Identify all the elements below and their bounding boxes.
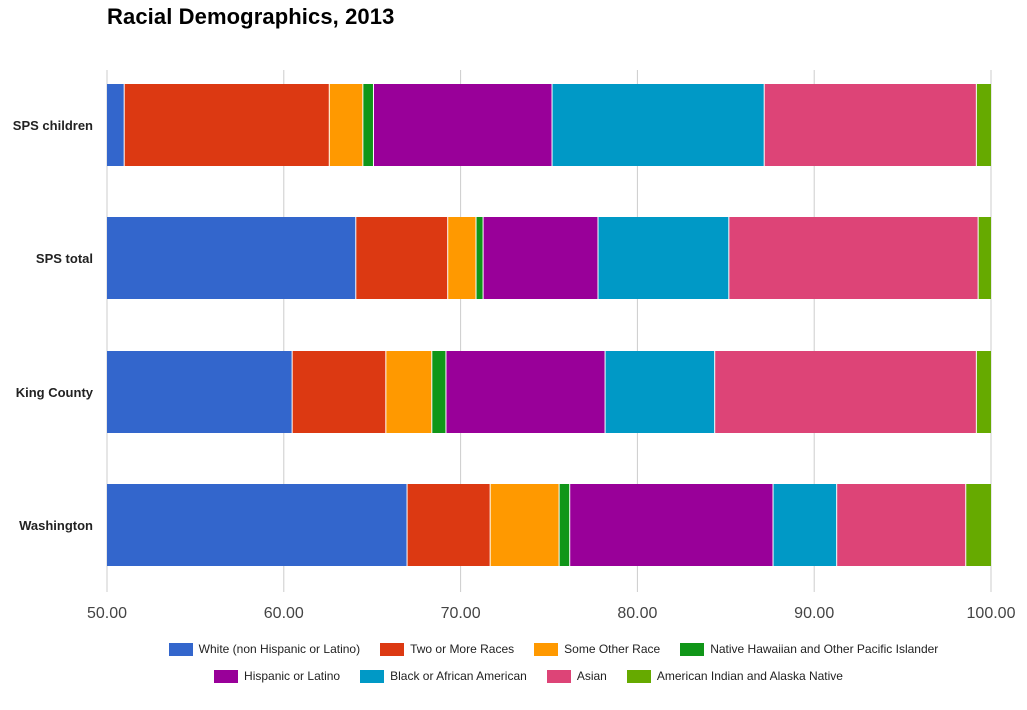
bar-king-county-native-hawaiian-and-other-pacific-islander[interactable] (432, 351, 446, 433)
bar-sps-children-some-other-race[interactable] (329, 84, 363, 166)
legend-item-hispanic-or-latino[interactable]: Hispanic or Latino (214, 669, 340, 683)
bar-sps-total-white-non-hispanic-or-latino[interactable] (107, 217, 356, 299)
bar-sps-total-asian[interactable] (729, 217, 978, 299)
legend-item-asian[interactable]: Asian (546, 669, 607, 683)
legend-swatch (680, 642, 705, 656)
legend-label: Two or More Races (410, 642, 515, 656)
bar-washington-two-or-more-races[interactable] (407, 484, 490, 566)
category-label-sps-total: SPS total (36, 251, 93, 266)
bar-sps-total-black-or-african-american[interactable] (598, 217, 729, 299)
legend-swatch (214, 669, 239, 683)
legend-swatch (380, 642, 405, 656)
legend-row-2: Hispanic or Latino Black or African Ameri… (0, 669, 1027, 683)
legend-label: Some Other Race (564, 642, 661, 656)
bar-sps-total-hispanic-or-latino[interactable] (483, 217, 598, 299)
legend-item-black-or-african-american[interactable]: Black or African American (360, 669, 527, 683)
x-tick-label-90-00: 90.00 (794, 605, 834, 622)
bar-washington-black-or-african-american[interactable] (773, 484, 837, 566)
x-axis-tick-labels: 50.00 60.00 70.00 80.00 90.00 100.00 (87, 605, 1016, 622)
legend-item-american-indian-and-alaska-native[interactable]: American Indian and Alaska Native (626, 669, 843, 683)
bar-sps-children-white-non-hispanic-or-latino[interactable] (107, 84, 124, 166)
legend-label: Hispanic or Latino (244, 669, 341, 683)
bar-king-county-white-non-hispanic-or-latino[interactable] (107, 351, 292, 433)
bar-sps-children-two-or-more-races[interactable] (124, 84, 329, 166)
x-tick-label-50-00: 50.00 (87, 605, 127, 622)
category-label-king-county: King County (16, 385, 94, 400)
bar-sps-children-american-indian-and-alaska-native[interactable] (976, 84, 991, 166)
category-labels: SPS children SPS total King County Washingt… (13, 118, 94, 533)
legend-item-two-or-more-races[interactable]: Two or More Races (380, 642, 514, 656)
legend-swatch (534, 642, 559, 656)
bar-sps-total-american-indian-and-alaska-native[interactable] (978, 217, 991, 299)
bar-sps-total-some-other-race[interactable] (448, 217, 476, 299)
legend-item-white-non-hispanic-or-latino[interactable]: White (non Hispanic or Latino) (168, 642, 361, 656)
x-tick-label-100-00: 100.00 (967, 605, 1016, 622)
bars (107, 84, 991, 566)
x-tick-label-70-00: 70.00 (441, 605, 481, 622)
bar-king-county-black-or-african-american[interactable] (605, 351, 715, 433)
bar-sps-children-asian[interactable] (764, 84, 976, 166)
bar-washington-asian[interactable] (837, 484, 966, 566)
legend-swatch (168, 642, 193, 656)
legend-item-some-other-race[interactable]: Some Other Race (534, 642, 660, 656)
legend-swatch (546, 669, 571, 683)
legend-swatch (626, 669, 651, 683)
bar-washington-american-indian-and-alaska-native[interactable] (966, 484, 991, 566)
chart-title: Racial Demographics, 2013 (107, 4, 395, 29)
stacked-bar-chart: SPS children SPS total King County Washingt… (13, 70, 1016, 622)
x-tick-label-60-00: 60.00 (264, 605, 304, 622)
bar-sps-children-native-hawaiian-and-other-pacific-islander[interactable] (363, 84, 373, 166)
category-label-sps-children: SPS children (13, 118, 93, 133)
bar-king-county-two-or-more-races[interactable] (292, 351, 386, 433)
legend-row-1: White (non Hispanic or Latino) Two or Mor… (0, 642, 1027, 656)
bar-washington-some-other-race[interactable] (490, 484, 559, 566)
bar-sps-total-native-hawaiian-and-other-pacific-islander[interactable] (476, 217, 483, 299)
legend-swatch (360, 669, 385, 683)
x-tick-label-80-00: 80.00 (617, 605, 657, 622)
bar-sps-children-hispanic-or-latino[interactable] (373, 84, 552, 166)
bar-washington-white-non-hispanic-or-latino[interactable] (107, 484, 407, 566)
legend-item-native-hawaiian-and-other-pacific-islander[interactable]: Native Hawaiian and Other Pacific Island… (680, 642, 938, 656)
legend-label: White (non Hispanic or Latino) (198, 642, 361, 656)
bar-king-county-american-indian-and-alaska-native[interactable] (976, 351, 991, 433)
category-label-washington: Washington (19, 518, 93, 533)
bar-sps-children-black-or-african-american[interactable] (552, 84, 764, 166)
bar-king-county-some-other-race[interactable] (386, 351, 432, 433)
legend-label: Asian (576, 669, 607, 683)
legend-label: Black or African American (390, 669, 527, 683)
bar-king-county-asian[interactable] (715, 351, 976, 433)
bar-washington-native-hawaiian-and-other-pacific-islander[interactable] (559, 484, 570, 566)
bar-sps-total-two-or-more-races[interactable] (356, 217, 448, 299)
legend-label: American Indian and Alaska Native (656, 669, 843, 683)
legend-label: Native Hawaiian and Other Pacific Island… (710, 642, 939, 656)
bar-king-county-hispanic-or-latino[interactable] (446, 351, 605, 433)
bar-washington-hispanic-or-latino[interactable] (570, 484, 773, 566)
